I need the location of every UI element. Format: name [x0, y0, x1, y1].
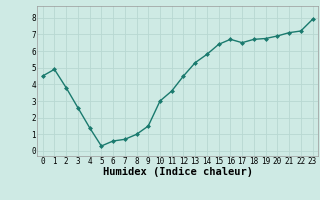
X-axis label: Humidex (Indice chaleur): Humidex (Indice chaleur) — [103, 167, 252, 177]
